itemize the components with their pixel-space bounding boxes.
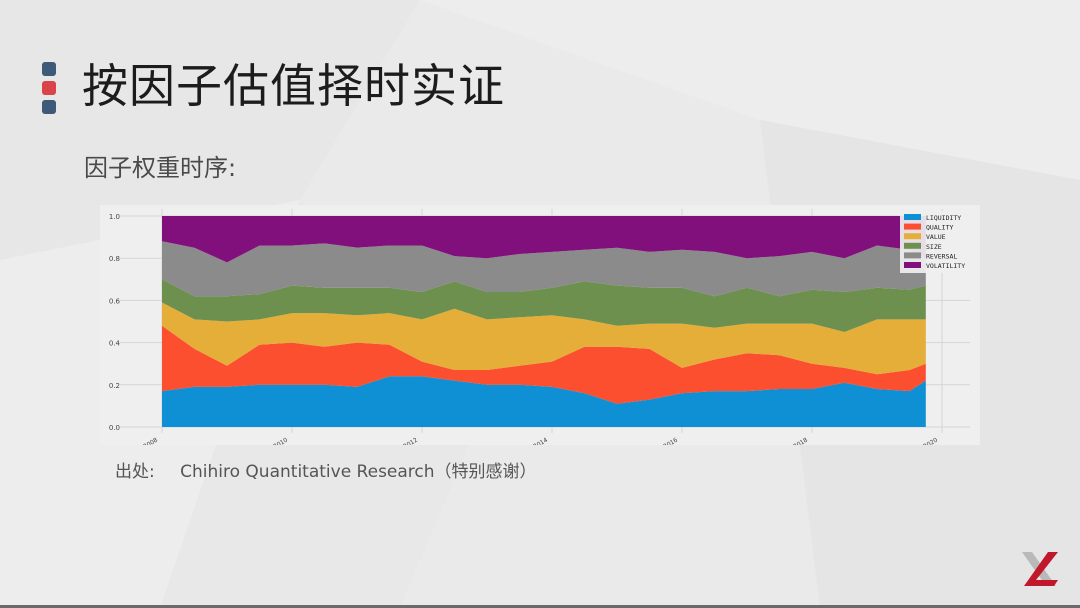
area-volatility [162,216,926,263]
area-reversal [162,241,926,297]
source-citation: 出处: Chihiro Quantitative Research（特别感谢） [115,457,537,482]
brand-logo-icon [1022,552,1058,586]
area-liquidity [162,376,926,427]
svg-text:LIQUIDITY: LIQUIDITY [926,214,961,222]
chart-canvas: 0.00.20.40.60.81.0 2008 2010 2012 2014 2016 2… [100,205,980,450]
title-bullets [42,62,58,119]
svg-text:1.0: 1.0 [109,213,120,221]
bottom-border [0,605,1080,608]
svg-text:0.0: 0.0 [109,424,120,432]
area-size [162,279,926,332]
area-quality [162,325,926,404]
slide-subtitle: 因子权重时序: [84,154,237,182]
svg-text:QUALITY: QUALITY [926,224,953,232]
source-label: 出处: [115,462,155,482]
area-value [162,302,926,375]
bullet-blue-top [42,62,56,76]
svg-text:0.4: 0.4 [109,340,121,348]
svg-text:SIZE: SIZE [926,243,942,251]
chart-areas [162,216,926,427]
svg-text:REVERSAL: REVERSAL [926,252,957,260]
svg-text:0.2: 0.2 [109,382,120,390]
svg-text:VOLATILITY: VOLATILITY [926,262,965,270]
bullet-red [42,81,56,95]
source-text: Chihiro Quantitative Research（特别感谢） [180,462,537,482]
stacked-area-chart: 0.0 0.2 0.4 0.6 0.8 1.0 2008 2010 2012 2014 2016 2… [100,205,980,450]
svg-text:VALUE: VALUE [926,233,946,241]
bullet-blue-bottom [42,100,56,114]
svg-text:0.8: 0.8 [109,255,120,263]
slide-title: 按因子估值择时实证 [82,59,505,113]
svg-text:0.6: 0.6 [109,297,121,305]
y-axis-ticks: 0.0 0.2 0.4 0.6 0.8 1.0 [109,213,121,432]
